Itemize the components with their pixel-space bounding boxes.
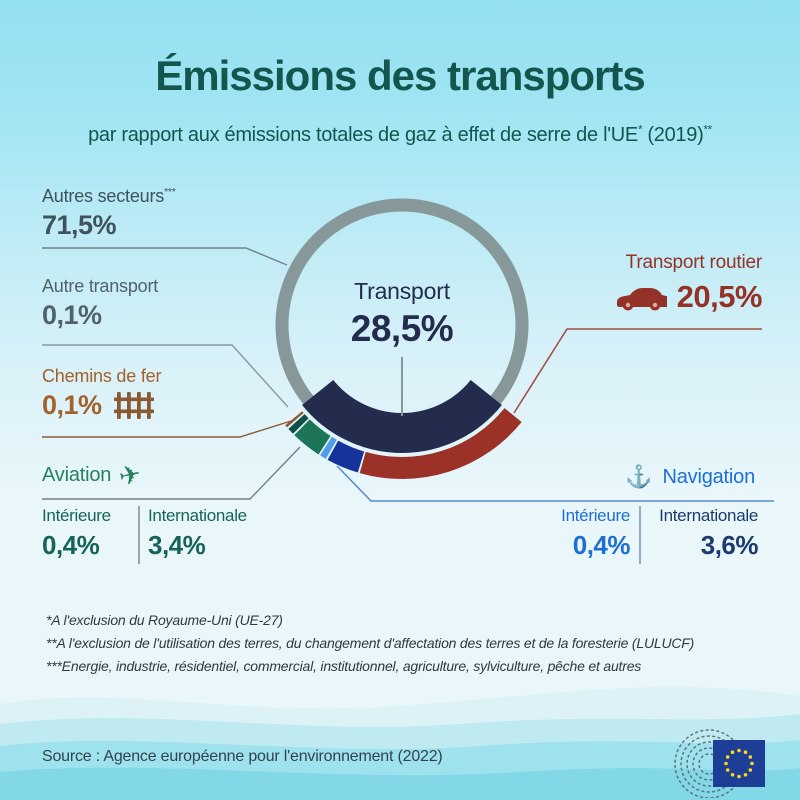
car-icon: [616, 288, 667, 311]
aviation-interieure-label: Intérieure: [42, 506, 111, 525]
sector-autres-secteurs: Autres secteurs*** 71,5%: [42, 186, 176, 241]
aviation-interieure-value: 0,4%: [42, 530, 100, 560]
page-title: Émissions des transports: [155, 52, 646, 99]
plane-icon: ✈: [116, 458, 144, 492]
donut-center-value: 28,5%: [350, 308, 454, 349]
sector-transport-routier: Transport routier 20,5%: [615, 252, 763, 315]
callout-autre-transport: [42, 344, 289, 408]
chemins-de-fer-label: Chemins de fer: [42, 366, 162, 386]
source-text: Source : Agence européenne pour l'enviro…: [42, 748, 443, 765]
transport-routier-label: Transport routier: [625, 252, 763, 273]
railway-track-icon: [113, 392, 154, 419]
eu-flag-stars: [724, 748, 754, 779]
sector-aviation: Aviation ✈: [42, 458, 144, 492]
callout-aviation: [42, 446, 301, 500]
navigation-internationale-label: Internationale: [659, 506, 758, 525]
autre-transport-label: Autre transport: [42, 276, 159, 296]
transport-routier-value: 20,5%: [676, 279, 763, 314]
aviation-column-divider: [138, 506, 140, 564]
aviation-label: Aviation: [42, 464, 112, 486]
footnote-marker-1: *: [637, 123, 643, 137]
navigation-internationale-value: 3,6%: [700, 530, 759, 560]
autre-transport-value: 0,1%: [42, 300, 102, 330]
navigation-interieure-label: Intérieure: [561, 506, 630, 525]
navigation-breakdown: Intérieure 0,4% Internationale 3,6%: [538, 506, 759, 564]
footnote-2: **A l'exclusion de l'utilisation des ter…: [46, 635, 695, 651]
autres-secteurs-label: Autres secteurs: [42, 186, 165, 206]
aviation-breakdown: Intérieure 0,4% Internationale 3,4%: [42, 506, 247, 564]
sector-autre-transport: Autre transport 0,1%: [42, 276, 158, 331]
anchor-icon: ⚓: [625, 464, 653, 489]
footnote-marker-3: ***: [164, 187, 176, 198]
navigation-label: Navigation: [662, 465, 755, 488]
navigation-column-divider: [639, 506, 641, 564]
footnote-marker-2: **: [703, 123, 712, 137]
navigation-interieure-value: 0,4%: [572, 530, 631, 560]
subtitle-text: par rapport aux émissions totales de gaz…: [88, 124, 638, 146]
aviation-internationale-label: Internationale: [148, 506, 247, 525]
chemins-de-fer-value: 0,1%: [42, 390, 102, 420]
callout-autres-secteurs: [42, 247, 288, 266]
sector-navigation: ⚓ Navigation: [625, 464, 755, 490]
donut-center-label: Transport: [354, 278, 450, 304]
subtitle-year: (2019): [642, 124, 704, 146]
eu-flag: [713, 740, 765, 787]
european-parliament-logo: [674, 729, 765, 798]
footnote-1: *A l'exclusion du Royaume-Uni (UE-27): [46, 612, 283, 628]
footnote-3: ***Energie, industrie, résidentiel, comm…: [46, 658, 642, 674]
callout-navigation: [336, 465, 774, 502]
aviation-internationale-value: 3,4%: [148, 530, 206, 560]
callout-chemins-de-fer: [42, 420, 292, 438]
autres-secteurs-value: 71,5%: [42, 210, 117, 240]
wave-decoration: [0, 687, 800, 800]
sector-chemins-de-fer: Chemins de fer 0,1%: [42, 366, 161, 421]
page-subtitle: par rapport aux émissions totales de gaz…: [0, 124, 800, 147]
callout-transport-routier: [513, 328, 762, 414]
